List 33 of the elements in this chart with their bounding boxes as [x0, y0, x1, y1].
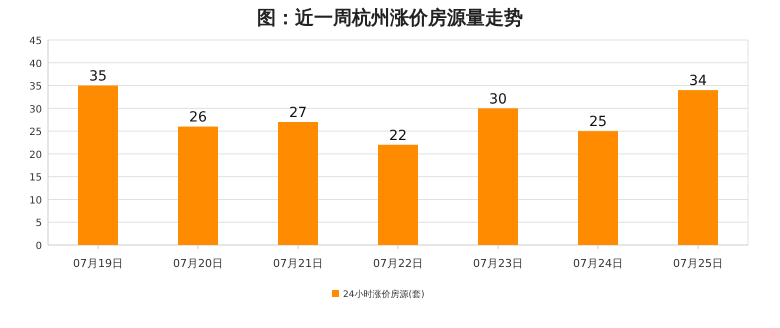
y-tick-label: 10	[29, 195, 42, 206]
x-tick-label: 07月21日	[273, 257, 323, 270]
bar	[278, 122, 318, 245]
bar	[178, 126, 218, 245]
bar	[578, 131, 618, 245]
data-label: 35	[89, 68, 107, 85]
y-tick-label: 40	[29, 58, 42, 70]
x-tick-label: 07月25日	[673, 257, 723, 270]
x-tick-label: 07月19日	[73, 257, 123, 270]
x-tick-label: 07月24日	[573, 257, 623, 270]
y-tick-label: 45	[29, 36, 42, 47]
data-label: 30	[489, 91, 507, 108]
x-tick-label: 07月20日	[173, 257, 223, 270]
data-label: 34	[689, 73, 707, 90]
y-tick-label: 20	[29, 150, 42, 161]
bar	[78, 86, 118, 245]
y-tick-label: 0	[36, 241, 42, 252]
y-tick-label: 30	[29, 104, 42, 116]
data-label: 25	[589, 114, 607, 130]
chart-title: 图：近一周杭州涨价房源量走势	[257, 7, 523, 29]
data-label: 27	[289, 105, 307, 121]
x-tick-label: 07月22日	[373, 257, 423, 270]
data-label: 26	[189, 110, 207, 126]
y-tick-label: 15	[29, 172, 42, 184]
legend-label: 24小时涨价房源(套)	[343, 289, 424, 300]
y-tick-label: 25	[29, 127, 42, 138]
bar	[678, 90, 718, 245]
y-tick-label: 5	[36, 218, 42, 230]
data-label: 22	[389, 128, 407, 144]
x-tick-label: 07月23日	[473, 257, 523, 270]
y-tick-label: 35	[29, 82, 42, 93]
bar	[478, 108, 518, 245]
bar	[378, 144, 418, 245]
